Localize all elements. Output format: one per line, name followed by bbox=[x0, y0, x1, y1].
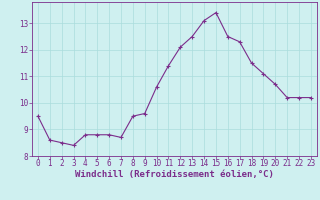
X-axis label: Windchill (Refroidissement éolien,°C): Windchill (Refroidissement éolien,°C) bbox=[75, 170, 274, 179]
